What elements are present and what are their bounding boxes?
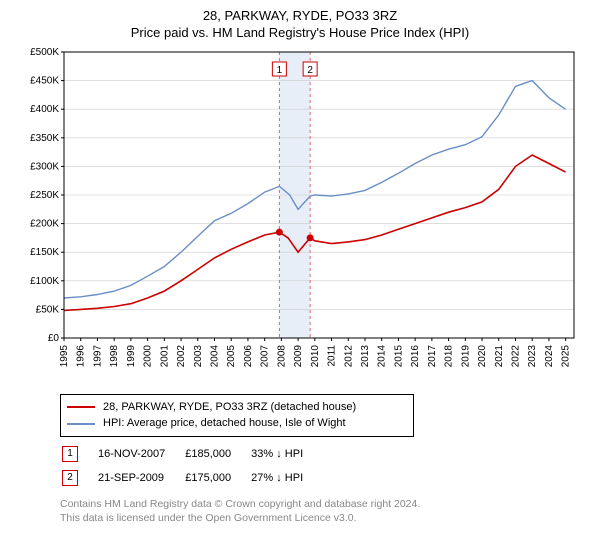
marker-delta-2: 27% ↓ HPI <box>251 467 321 489</box>
svg-text:2001: 2001 <box>159 344 170 367</box>
svg-text:2007: 2007 <box>260 344 271 367</box>
svg-text:1996: 1996 <box>76 344 87 367</box>
legend-swatch-2 <box>67 423 95 425</box>
svg-text:2008: 2008 <box>276 344 287 367</box>
svg-text:2020: 2020 <box>477 344 488 367</box>
marker-badge-1: 1 <box>62 446 78 462</box>
svg-text:2012: 2012 <box>343 344 354 367</box>
svg-text:2016: 2016 <box>410 344 421 367</box>
legend-label-1: 28, PARKWAY, RYDE, PO33 3RZ (detached ho… <box>103 399 356 416</box>
svg-text:£150K: £150K <box>30 247 59 258</box>
svg-text:£100K: £100K <box>30 276 59 287</box>
svg-text:£0: £0 <box>48 333 60 344</box>
svg-text:2021: 2021 <box>494 344 505 367</box>
svg-text:2002: 2002 <box>176 344 187 367</box>
svg-text:2022: 2022 <box>510 344 521 367</box>
svg-text:2017: 2017 <box>427 344 438 367</box>
svg-text:2019: 2019 <box>460 344 471 367</box>
svg-text:1995: 1995 <box>59 344 70 367</box>
marker-date-2: 21-SEP-2009 <box>98 467 183 489</box>
line-chart: 1 2 £0 £50K £100K £150K £200K £250K £300K £350K £4… <box>20 48 580 388</box>
svg-text:£300K: £300K <box>30 161 59 172</box>
marker-date-1: 16-NOV-2007 <box>98 443 183 465</box>
svg-text:£350K: £350K <box>30 133 59 144</box>
legend-swatch-1 <box>67 406 95 408</box>
svg-text:2005: 2005 <box>226 344 237 367</box>
svg-text:1998: 1998 <box>109 344 120 367</box>
svg-text:1999: 1999 <box>126 344 137 367</box>
legend: 28, PARKWAY, RYDE, PO33 3RZ (detached ho… <box>60 394 414 437</box>
marker-table: 1 16-NOV-2007 £185,000 33% ↓ HPI 2 21-SE… <box>60 441 323 491</box>
legend-row-1: 28, PARKWAY, RYDE, PO33 3RZ (detached ho… <box>67 399 407 416</box>
svg-text:2015: 2015 <box>393 344 404 367</box>
marker-delta-1: 33% ↓ HPI <box>251 443 321 465</box>
legend-row-2: HPI: Average price, detached house, Isle… <box>67 415 407 432</box>
chart-title-line1: 28, PARKWAY, RYDE, PO33 3RZ <box>10 8 590 25</box>
svg-text:2004: 2004 <box>209 344 220 367</box>
svg-text:2013: 2013 <box>360 344 371 367</box>
svg-text:2025: 2025 <box>561 344 572 367</box>
marker-price-2: £175,000 <box>185 467 249 489</box>
svg-text:2003: 2003 <box>193 344 204 367</box>
svg-text:2: 2 <box>307 65 313 76</box>
svg-text:£450K: £450K <box>30 75 59 86</box>
svg-text:2014: 2014 <box>377 344 388 367</box>
svg-text:2018: 2018 <box>444 344 455 367</box>
svg-text:2000: 2000 <box>143 344 154 367</box>
svg-text:£50K: £50K <box>36 304 60 315</box>
marker-row-2: 2 21-SEP-2009 £175,000 27% ↓ HPI <box>62 467 321 489</box>
svg-text:£250K: £250K <box>30 190 59 201</box>
svg-text:2023: 2023 <box>527 344 538 367</box>
svg-text:2011: 2011 <box>327 344 338 366</box>
marker-badge-2: 2 <box>62 470 78 486</box>
attribution-line2: This data is licensed under the Open Gov… <box>60 512 357 524</box>
svg-text:£200K: £200K <box>30 218 59 229</box>
marker-price-1: £185,000 <box>185 443 249 465</box>
marker-row-1: 1 16-NOV-2007 £185,000 33% ↓ HPI <box>62 443 321 465</box>
svg-text:£400K: £400K <box>30 104 59 115</box>
svg-text:2024: 2024 <box>544 344 555 367</box>
svg-text:2010: 2010 <box>310 344 321 367</box>
chart-container: 28, PARKWAY, RYDE, PO33 3RZ Price paid v… <box>0 0 600 560</box>
svg-text:£500K: £500K <box>30 48 59 58</box>
attribution-line1: Contains HM Land Registry data © Crown c… <box>60 498 420 510</box>
svg-text:2009: 2009 <box>293 344 304 367</box>
svg-text:1997: 1997 <box>92 344 103 367</box>
attribution: Contains HM Land Registry data © Crown c… <box>60 497 580 525</box>
chart-title-line2: Price paid vs. HM Land Registry's House … <box>10 25 590 42</box>
svg-text:2006: 2006 <box>243 344 254 367</box>
chart-area: 1 2 £0 £50K £100K £150K £200K £250K £300K £350K £4… <box>20 48 580 388</box>
legend-label-2: HPI: Average price, detached house, Isle… <box>103 415 346 432</box>
svg-text:1: 1 <box>277 65 283 76</box>
